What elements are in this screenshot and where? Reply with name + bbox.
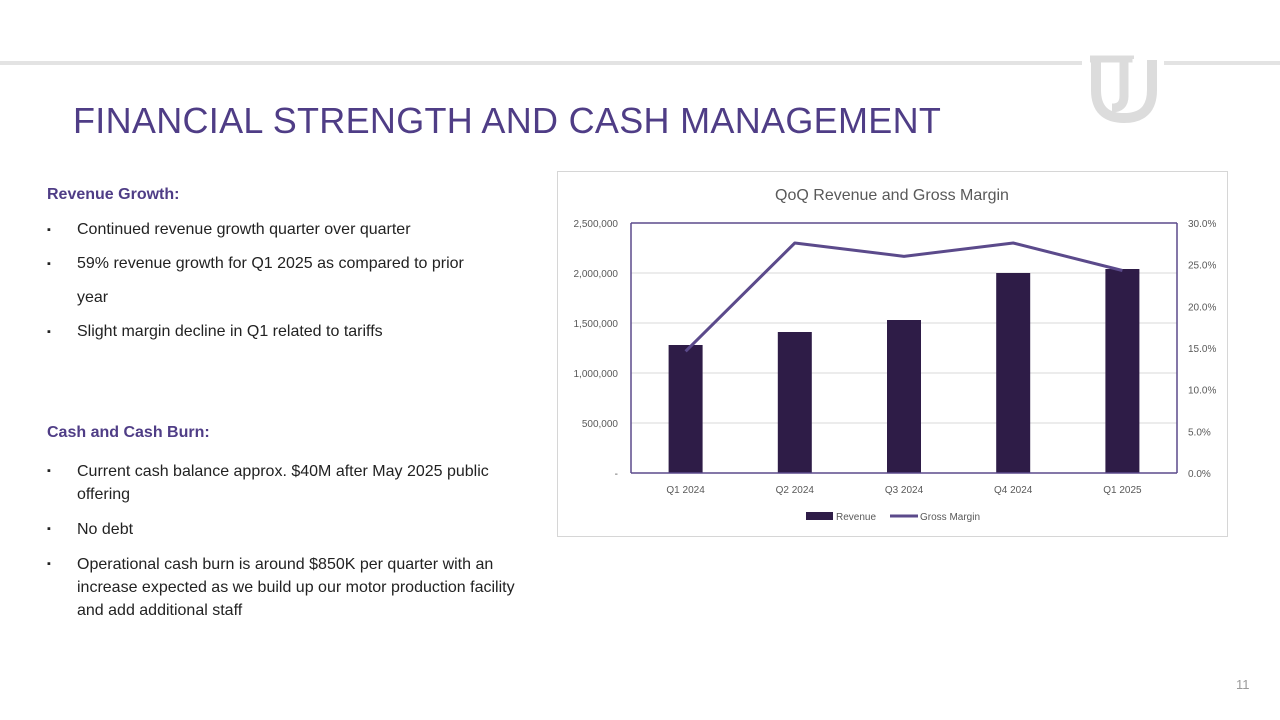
y-right-tick-label: 20.0% bbox=[1188, 302, 1216, 313]
list-item-continuation: year bbox=[77, 289, 109, 306]
cash-burn-list: ▪ Current cash balance approx. $40M after… bbox=[47, 460, 537, 634]
revenue-margin-chart: QoQ Revenue and Gross Margin - 500,000 1,0… bbox=[557, 171, 1228, 537]
bullet-icon: ▪ bbox=[47, 558, 51, 570]
bullet-icon: ▪ bbox=[47, 326, 51, 338]
revenue-growth-heading: Revenue Growth: bbox=[47, 186, 180, 203]
chart-canvas: QoQ Revenue and Gross Margin - 500,000 1,0… bbox=[574, 187, 1217, 523]
y-right-tick-label: 30.0% bbox=[1188, 219, 1216, 230]
y-left-tick-label: 2,000,000 bbox=[574, 269, 619, 280]
y-right-tick-label: 15.0% bbox=[1188, 344, 1216, 355]
bullet-icon: ▪ bbox=[47, 465, 51, 477]
revenue-bar bbox=[668, 345, 703, 473]
revenue-bar bbox=[887, 320, 921, 473]
bullet-icon: ▪ bbox=[47, 523, 51, 535]
header-rule bbox=[0, 61, 1280, 65]
list-item: ▪ Operational cash burn is around $850K p… bbox=[47, 553, 537, 622]
y-right-tick-label: 5.0% bbox=[1188, 427, 1211, 438]
revenue-bar bbox=[777, 332, 812, 473]
revenue-bar bbox=[1105, 269, 1140, 473]
revenue-growth-list: ▪ Continued revenue growth quarter over q… bbox=[47, 213, 537, 349]
page-title: FINANCIAL STRENGTH AND CASH MANAGEMENT bbox=[73, 100, 942, 141]
x-tick-label: Q1 2025 bbox=[1103, 485, 1142, 496]
bullet-icon: ▪ bbox=[47, 224, 51, 236]
y-left-tick-label: 2,500,000 bbox=[574, 219, 619, 230]
x-tick-label: Q2 2024 bbox=[776, 485, 815, 496]
revenue-bar bbox=[996, 273, 1031, 473]
y-right-tick-label: 0.0% bbox=[1188, 469, 1211, 480]
y-left-tick-label: 1,500,000 bbox=[574, 319, 619, 330]
y-right-tick-label: 25.0% bbox=[1188, 261, 1216, 272]
page-number: 11 bbox=[1236, 677, 1250, 692]
y-left-tick-label: - bbox=[615, 469, 618, 480]
list-item: ▪ No debt bbox=[47, 518, 537, 541]
list-item: ▪ Continued revenue growth quarter over q… bbox=[47, 213, 537, 247]
bullet-icon: ▪ bbox=[47, 258, 51, 270]
gross-margin-line bbox=[684, 241, 1123, 353]
x-tick-label: Q4 2024 bbox=[994, 485, 1033, 496]
x-tick-label: Q3 2024 bbox=[885, 485, 924, 496]
chart-title: QoQ Revenue and Gross Margin bbox=[775, 187, 1009, 204]
y-right-tick-label: 10.0% bbox=[1188, 386, 1216, 397]
y-left-tick-label: 1,000,000 bbox=[574, 369, 619, 380]
company-logo bbox=[1090, 55, 1157, 124]
list-item: ▪ Slight margin decline in Q1 related to … bbox=[47, 315, 537, 349]
legend-margin-label: Gross Margin bbox=[920, 512, 980, 523]
list-item: ▪ Current cash balance approx. $40M after… bbox=[47, 460, 537, 506]
legend-revenue-swatch bbox=[806, 512, 833, 520]
x-tick-label: Q1 2024 bbox=[666, 485, 705, 496]
y-left-tick-label: 500,000 bbox=[582, 419, 619, 430]
list-item: ▪ 59% revenue growth for Q1 2025 as compa… bbox=[47, 247, 537, 281]
cash-burn-heading: Cash and Cash Burn: bbox=[47, 424, 210, 441]
legend-revenue-label: Revenue bbox=[836, 512, 876, 523]
